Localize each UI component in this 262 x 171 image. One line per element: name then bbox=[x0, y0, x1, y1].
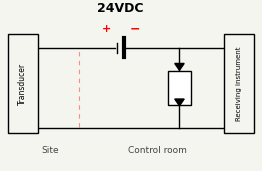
Polygon shape bbox=[175, 63, 184, 70]
Text: Receiving instrument: Receiving instrument bbox=[236, 47, 242, 121]
Text: −: − bbox=[130, 23, 140, 36]
Bar bbox=[224, 34, 254, 133]
Text: 24VDC: 24VDC bbox=[97, 2, 144, 15]
Text: Control room: Control room bbox=[128, 146, 187, 155]
Bar bbox=[8, 34, 38, 133]
Polygon shape bbox=[175, 99, 184, 106]
Text: Site: Site bbox=[41, 146, 59, 155]
Text: Transducer: Transducer bbox=[18, 63, 28, 105]
Bar bbox=[168, 71, 191, 105]
Text: +: + bbox=[101, 24, 111, 34]
